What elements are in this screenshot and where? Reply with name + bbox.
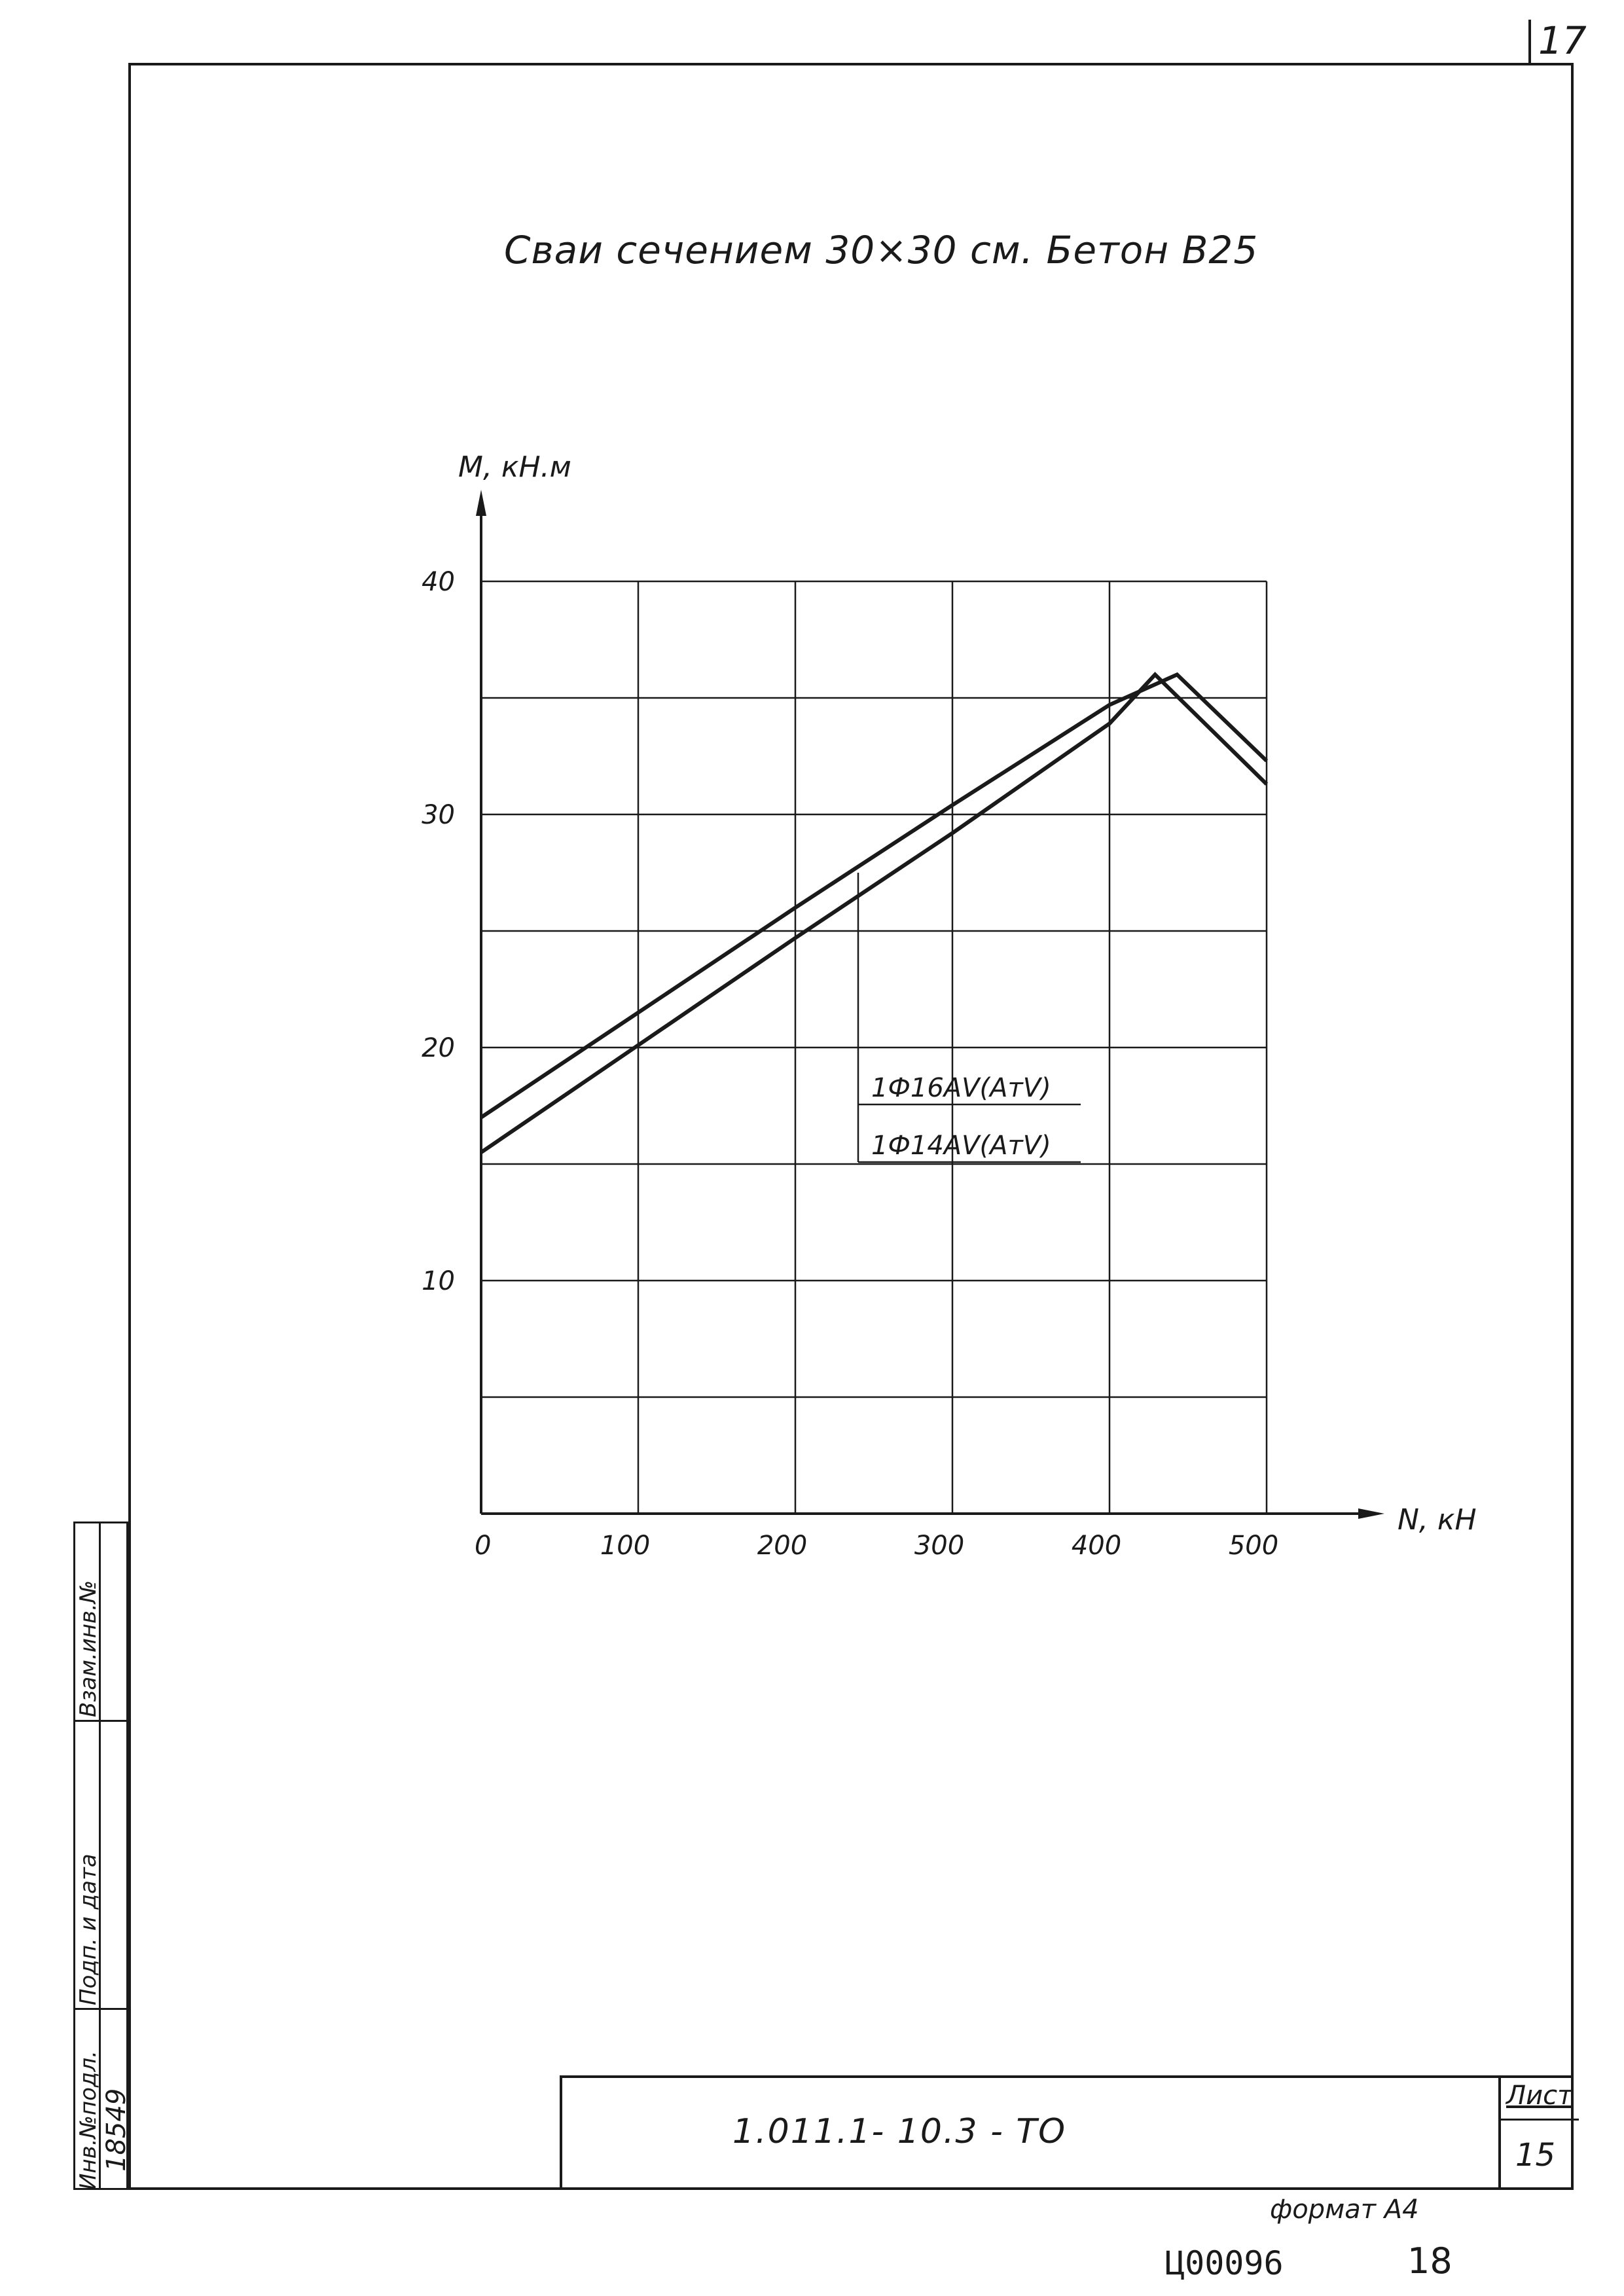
sheet-cell-divider — [1501, 2119, 1579, 2121]
y-axis-label: М, кН.м — [458, 450, 571, 484]
drawing-title: Сваи сечением 30×30 см. Бетон В25 — [504, 228, 1259, 272]
x-axis-label: N, кН — [1398, 1503, 1477, 1537]
legend-label-2: 1Ф14АV(АтV) — [871, 1131, 1051, 1161]
x-tick-label: 200 — [757, 1531, 807, 1561]
interaction-chart: 1Ф16АV(АтV) 1Ф14АV(АтV) 0 100 200 300 400 500 1… — [422, 450, 1476, 1561]
chart-series — [480, 672, 1269, 1154]
series-line-2 — [480, 672, 1269, 1154]
x-tick-label: 500 — [1229, 1531, 1278, 1561]
y-axis-arrow — [476, 490, 486, 516]
replacement-inventory-label: Взам.инв.№ — [75, 1580, 101, 1717]
side-stamp-row-divider — [75, 1720, 126, 1722]
legend-label-1: 1Ф16АV(АтV) — [871, 1073, 1051, 1103]
x-tick-label: 0 — [475, 1531, 491, 1561]
sheet-label: Лист — [1506, 2081, 1573, 2111]
chart-axes — [476, 490, 1384, 1519]
sheet-cell: Лист 15 — [1498, 2078, 1579, 2190]
side-stamp: Инв.№подл. Подп. и дата Взам.инв.№ 18549 — [73, 1522, 132, 2190]
x-tick-label: 300 — [914, 1531, 964, 1561]
document-code: 1.011.1- 10.3 - ТО — [732, 2112, 1067, 2151]
signature-date-label: Подп. и дата — [75, 1853, 101, 2005]
series-line-1 — [480, 672, 1269, 1120]
x-axis-arrow — [1358, 1508, 1384, 1519]
y-tick-label: 20 — [422, 1033, 455, 1063]
format-label: формат А4 — [1270, 2195, 1419, 2225]
title-block: 1.011.1- 10.3 - ТО Лист 15 — [560, 2075, 1579, 2190]
side-stamp-row-divider — [75, 2008, 126, 2010]
chart-labels: 0 100 200 300 400 500 10 20 30 40 N, кН М, кН.м — [422, 450, 1476, 1561]
archive-page: 18 — [1407, 2240, 1453, 2282]
inventory-number-value: 18549 — [101, 2088, 132, 2172]
inventory-number-label: Инв.№подл. — [75, 2050, 101, 2190]
sheet-mark: 17 — [1538, 18, 1587, 63]
archive-number: Ц00096 — [1165, 2244, 1284, 2282]
y-tick-label: 10 — [422, 1266, 455, 1296]
sheet-number: 15 — [1515, 2137, 1556, 2174]
y-tick-label: 30 — [422, 800, 455, 830]
y-tick-label: 40 — [422, 567, 455, 597]
x-tick-label: 100 — [600, 1531, 650, 1561]
sheet-mark-divider — [1528, 20, 1531, 63]
side-stamp-divider — [99, 1523, 101, 2188]
chart-legend: 1Ф16АV(АтV) 1Ф14АV(АтV) — [857, 873, 1081, 1163]
chart-grid — [481, 580, 1268, 1514]
x-tick-label: 400 — [1072, 1531, 1121, 1561]
